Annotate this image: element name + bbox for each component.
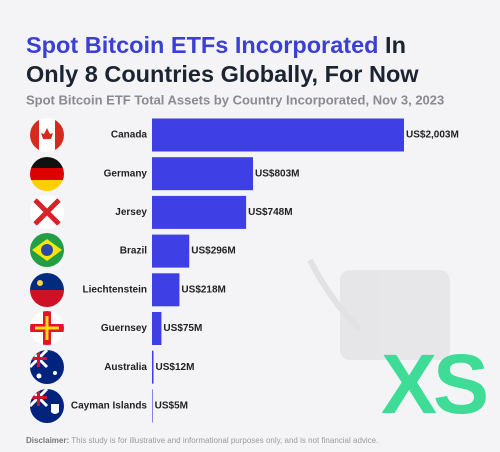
- bar: [152, 157, 254, 191]
- bar: [152, 273, 180, 307]
- bar: [152, 118, 404, 152]
- flag: [30, 157, 64, 191]
- chart-title: Spot Bitcoin ETFs Incorporated In: [26, 32, 406, 58]
- chart-subtitle: Spot Bitcoin ETF Total Assets by Country…: [26, 92, 444, 107]
- value-label: US$296M: [191, 246, 235, 257]
- logo: XS: [381, 337, 486, 431]
- category-label: Brazil: [120, 246, 147, 257]
- category-label: Jersey: [115, 207, 147, 218]
- category-label: Cayman Islands: [71, 401, 148, 412]
- category-label: Germany: [104, 168, 148, 179]
- value-label: US$218M: [181, 284, 225, 295]
- category-label: Canada: [111, 130, 148, 141]
- value-label: US$748M: [248, 207, 292, 218]
- flag: [30, 311, 64, 345]
- category-label: Australia: [104, 362, 147, 373]
- flag: [30, 389, 64, 423]
- flag: [30, 233, 64, 267]
- category-label: Liechtenstein: [83, 284, 147, 295]
- flags: [30, 118, 64, 423]
- bar: [152, 195, 247, 229]
- flag: [30, 195, 64, 229]
- value-label: US$12M: [156, 362, 195, 373]
- chart-title: Only 8 Countries Globally, For Now: [26, 61, 419, 87]
- bar: [152, 389, 153, 423]
- bar: [152, 312, 162, 345]
- value-label: US$5M: [155, 401, 188, 412]
- value-label: US$2,003M: [406, 130, 459, 141]
- value-label: US$803M: [255, 168, 299, 179]
- flag: [30, 350, 64, 384]
- flag: [30, 118, 64, 152]
- value-label: US$75M: [163, 323, 202, 334]
- flag: [30, 273, 64, 307]
- category-label: Guernsey: [101, 323, 148, 334]
- decoration: [307, 258, 450, 360]
- disclaimer: Disclaimer: This study is for illustrati…: [26, 436, 378, 445]
- bar: [152, 234, 190, 268]
- bar: [152, 350, 154, 384]
